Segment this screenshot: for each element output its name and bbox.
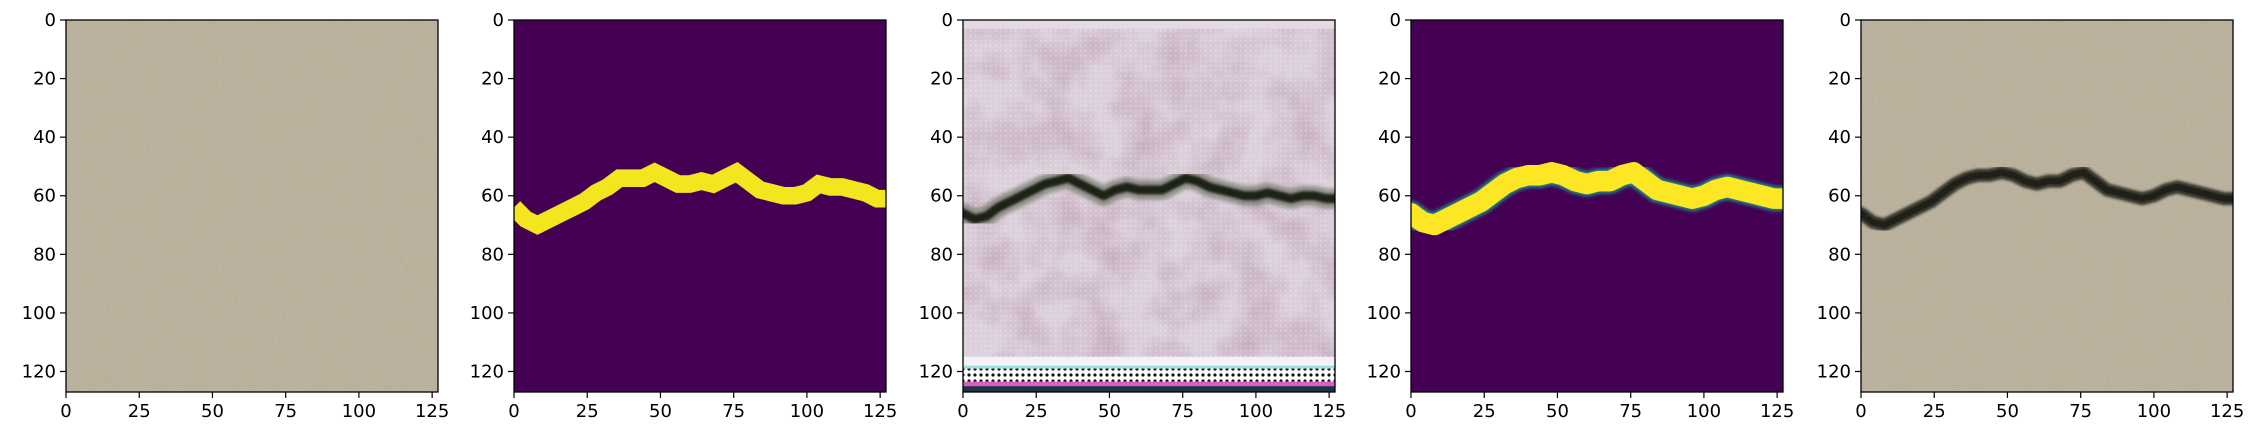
y-tick-label: 40 (930, 127, 953, 148)
dotted-artifact-band (963, 368, 1335, 382)
axes-frame (65, 19, 439, 393)
y-tick-label: 80 (1828, 244, 1851, 265)
top-artifact-band (963, 20, 1335, 29)
y-tick-label: 60 (1378, 186, 1401, 207)
x-tick-label: 50 (1546, 401, 1569, 422)
crack-core (1861, 169, 2233, 229)
y-tick-label: 120 (1817, 361, 1851, 382)
y-tick-label: 80 (930, 244, 953, 265)
y-tick-label: 0 (1390, 10, 1401, 31)
x-tick-label: 100 (2137, 401, 2171, 422)
x-tick-label: 25 (128, 401, 151, 422)
x-tick-label: 75 (2069, 401, 2092, 422)
x-tick-label: 125 (1312, 401, 1346, 422)
y-tick-label: 0 (1840, 10, 1851, 31)
x-tick-label: 25 (1025, 401, 1048, 422)
y-tick-label: 80 (33, 244, 56, 265)
x-tick-label: 75 (1171, 401, 1194, 422)
x-tick-label: 25 (576, 401, 599, 422)
x-tick-label: 0 (1855, 401, 1866, 422)
x-tick-label: 25 (1923, 401, 1946, 422)
axes-frame (1410, 19, 1784, 393)
y-tick-label: 20 (1378, 69, 1401, 90)
y-tick-label: 120 (470, 361, 504, 382)
x-tick-label: 75 (722, 401, 745, 422)
y-tick-label: 60 (930, 186, 953, 207)
panel-generated-output: 0 25 50 75 100 125 0 20 40 60 80 100 120 (919, 10, 1347, 422)
x-tick-label: 100 (1239, 401, 1273, 422)
y-tick-label: 60 (1828, 186, 1851, 207)
x-tick-label: 50 (1098, 401, 1121, 422)
y-tick-label: 40 (1378, 127, 1401, 148)
y-tick-label: 20 (33, 69, 56, 90)
y-tick-label: 80 (1378, 244, 1401, 265)
cyan-artifact-line (963, 365, 1335, 369)
panel-composited-result: 0 25 50 75 100 125 0 20 40 60 80 100 120 (1817, 10, 2245, 422)
crack-mask (514, 162, 886, 235)
dark-artifact-line (963, 386, 1335, 392)
y-tick-label: 40 (481, 127, 504, 148)
y-tick-label: 40 (1828, 127, 1851, 148)
image-area (66, 20, 438, 392)
y-tick-label: 0 (942, 10, 953, 31)
axes-frame (1860, 19, 2234, 393)
x-tick-label: 125 (863, 401, 897, 422)
panel-binary-crack-mask: 0 25 50 75 100 125 0 20 40 60 80 100 120 (470, 10, 898, 422)
image-area (1411, 20, 1783, 392)
x-tick-label: 0 (508, 401, 519, 422)
x-tick-label: 125 (2210, 401, 2244, 422)
magenta-artifact-line (963, 381, 1335, 387)
image-area (963, 20, 1335, 392)
image-area (1861, 20, 2233, 392)
x-tick-label: 0 (60, 401, 71, 422)
y-tick-label: 120 (1367, 361, 1401, 382)
bottom-light-band (963, 356, 1335, 369)
y-tick-label: 100 (470, 303, 504, 324)
x-tick-label: 0 (957, 401, 968, 422)
x-tick-label: 0 (1405, 401, 1416, 422)
y-tick-label: 60 (33, 186, 56, 207)
axes-frame (962, 19, 1336, 393)
x-tick-label: 75 (1619, 401, 1642, 422)
y-tick-label: 0 (45, 10, 56, 31)
y-tick-label: 0 (493, 10, 504, 31)
y-tick-label: 100 (1367, 303, 1401, 324)
x-tick-label: 75 (274, 401, 297, 422)
y-tick-label: 120 (22, 361, 56, 382)
panel-smoothed-crack-mask: 0 25 50 75 100 125 0 20 40 60 80 100 120 (1367, 10, 1795, 422)
axes-frame (513, 19, 887, 393)
crack-core (963, 173, 1335, 224)
y-tick-label: 60 (481, 186, 504, 207)
x-tick-label: 100 (342, 401, 376, 422)
generated-grid-artifacts (963, 20, 1335, 392)
y-tick-label: 40 (33, 127, 56, 148)
x-tick-label: 25 (1473, 401, 1496, 422)
y-tick-label: 100 (22, 303, 56, 324)
panel-input-texture: 0 25 50 75 100 125 0 20 40 60 80 100 120 (22, 10, 450, 422)
x-tick-label: 125 (415, 401, 449, 422)
texture-grain (66, 20, 438, 392)
x-tick-label: 50 (201, 401, 224, 422)
crack-mask (1411, 162, 1783, 236)
y-tick-label: 20 (930, 69, 953, 90)
y-tick-label: 80 (481, 244, 504, 265)
y-tick-label: 20 (481, 69, 504, 90)
image-area (514, 20, 886, 392)
x-tick-label: 100 (1687, 401, 1721, 422)
x-tick-label: 100 (790, 401, 824, 422)
x-tick-label: 50 (1996, 401, 2019, 422)
y-tick-label: 120 (919, 361, 953, 382)
y-tick-label: 100 (1817, 303, 1851, 324)
y-tick-label: 20 (1828, 69, 1851, 90)
x-tick-label: 125 (1760, 401, 1794, 422)
x-tick-label: 50 (649, 401, 672, 422)
y-tick-label: 100 (919, 303, 953, 324)
